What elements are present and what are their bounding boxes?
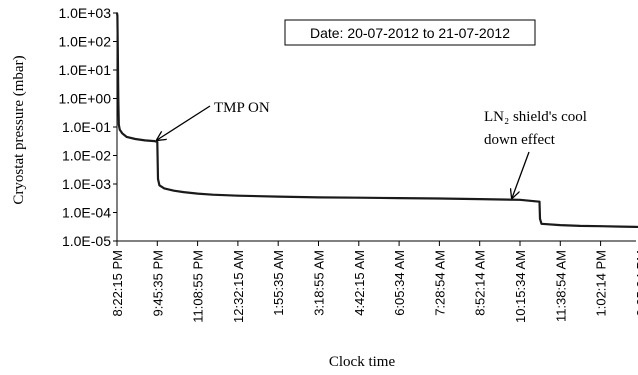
x-axis-title: Clock time [329, 354, 396, 370]
data-point [121, 132, 124, 135]
annotation-ln2-line1: LN₂ shield's cool [484, 109, 587, 125]
data-point [125, 136, 128, 138]
data-point [540, 222, 543, 225]
y-tick-label: 1.0E+01 [58, 62, 111, 78]
annotation-tmp-on-text: TMP ON [214, 100, 270, 116]
data-point [357, 196, 360, 199]
data-point [533, 200, 536, 203]
x-tick-label: 11:38:54 AM [553, 250, 568, 322]
data-point [117, 123, 120, 126]
data-point [237, 194, 239, 197]
y-tick-label: 1.0E-05 [62, 233, 111, 249]
y-tick-label: 1.0E-02 [62, 148, 111, 164]
data-point [116, 12, 118, 14]
x-tick-label: 7:28:54 AM [432, 250, 447, 316]
data-point [539, 217, 541, 220]
data-point [118, 128, 121, 131]
data-point [163, 187, 166, 190]
data-point [182, 191, 185, 194]
x-tick-label: 1:02:14 PM [594, 250, 609, 317]
x-tick-label: 2:25:34 PM [634, 250, 638, 317]
y-tick-label: 1.0E-03 [62, 176, 111, 192]
data-point [158, 184, 161, 187]
data-point [438, 197, 441, 200]
data-point [277, 195, 280, 198]
data-point [173, 189, 175, 192]
annotation-ln2-line2: down effect [484, 132, 556, 148]
data-point [211, 193, 214, 196]
annotation-ln2-arrow [512, 151, 530, 198]
data-point [559, 224, 562, 227]
data-point [157, 178, 159, 180]
y-axis-title: Cryostat pressure (mbar) [11, 55, 27, 204]
annotation-tmp-on: TMP ON [157, 100, 270, 140]
data-point [156, 141, 159, 143]
x-tick-label: 1:55:35 AM [271, 250, 286, 316]
x-tick-label: 9:45:35 PM [150, 250, 165, 317]
x-tick-label: 4:42:15 AM [352, 250, 367, 316]
data-point [478, 198, 481, 201]
data-point [398, 197, 400, 200]
annotation-tmp-on-arrow [157, 105, 211, 140]
data-point [599, 225, 602, 228]
date-box-text: Date: 20-07-2012 to 21-07-2012 [310, 25, 510, 41]
data-point [519, 198, 521, 201]
y-tick-label: 1.0E-04 [62, 205, 111, 221]
data-point [579, 225, 582, 227]
data-point [620, 225, 623, 228]
y-tick-label: 1.0E-01 [62, 119, 111, 135]
data-point [317, 196, 320, 199]
data-point [538, 200, 541, 203]
date-box: Date: 20-07-2012 to 21-07-2012 [284, 19, 536, 46]
data-point [153, 140, 156, 143]
y-tick-label: 1.0E+00 [58, 91, 111, 107]
x-tick-label: 10:15:34 AM [513, 250, 528, 323]
x-tick-label: 8:22:15 PM [110, 250, 125, 317]
annotation-ln2-shield: LN₂ shield's cool down effect [484, 109, 587, 198]
y-tick-label: 1.0E+02 [58, 34, 111, 50]
x-tick-label: 8:52:14 AM [473, 250, 488, 316]
x-tick-label: 3:18:55 AM [312, 250, 327, 316]
x-tick-label: 6:05:34 AM [392, 250, 407, 316]
data-point [117, 97, 120, 100]
data-point [116, 14, 119, 17]
y-tick-label: 1.0E+03 [58, 5, 111, 21]
data-point [144, 139, 146, 142]
data-point [116, 49, 119, 51]
data-point [196, 192, 199, 195]
x-tick-label: 12:32:15 AM [231, 250, 246, 323]
data-point [134, 138, 137, 140]
x-tick-label: 11:08:55 PM [191, 250, 206, 323]
